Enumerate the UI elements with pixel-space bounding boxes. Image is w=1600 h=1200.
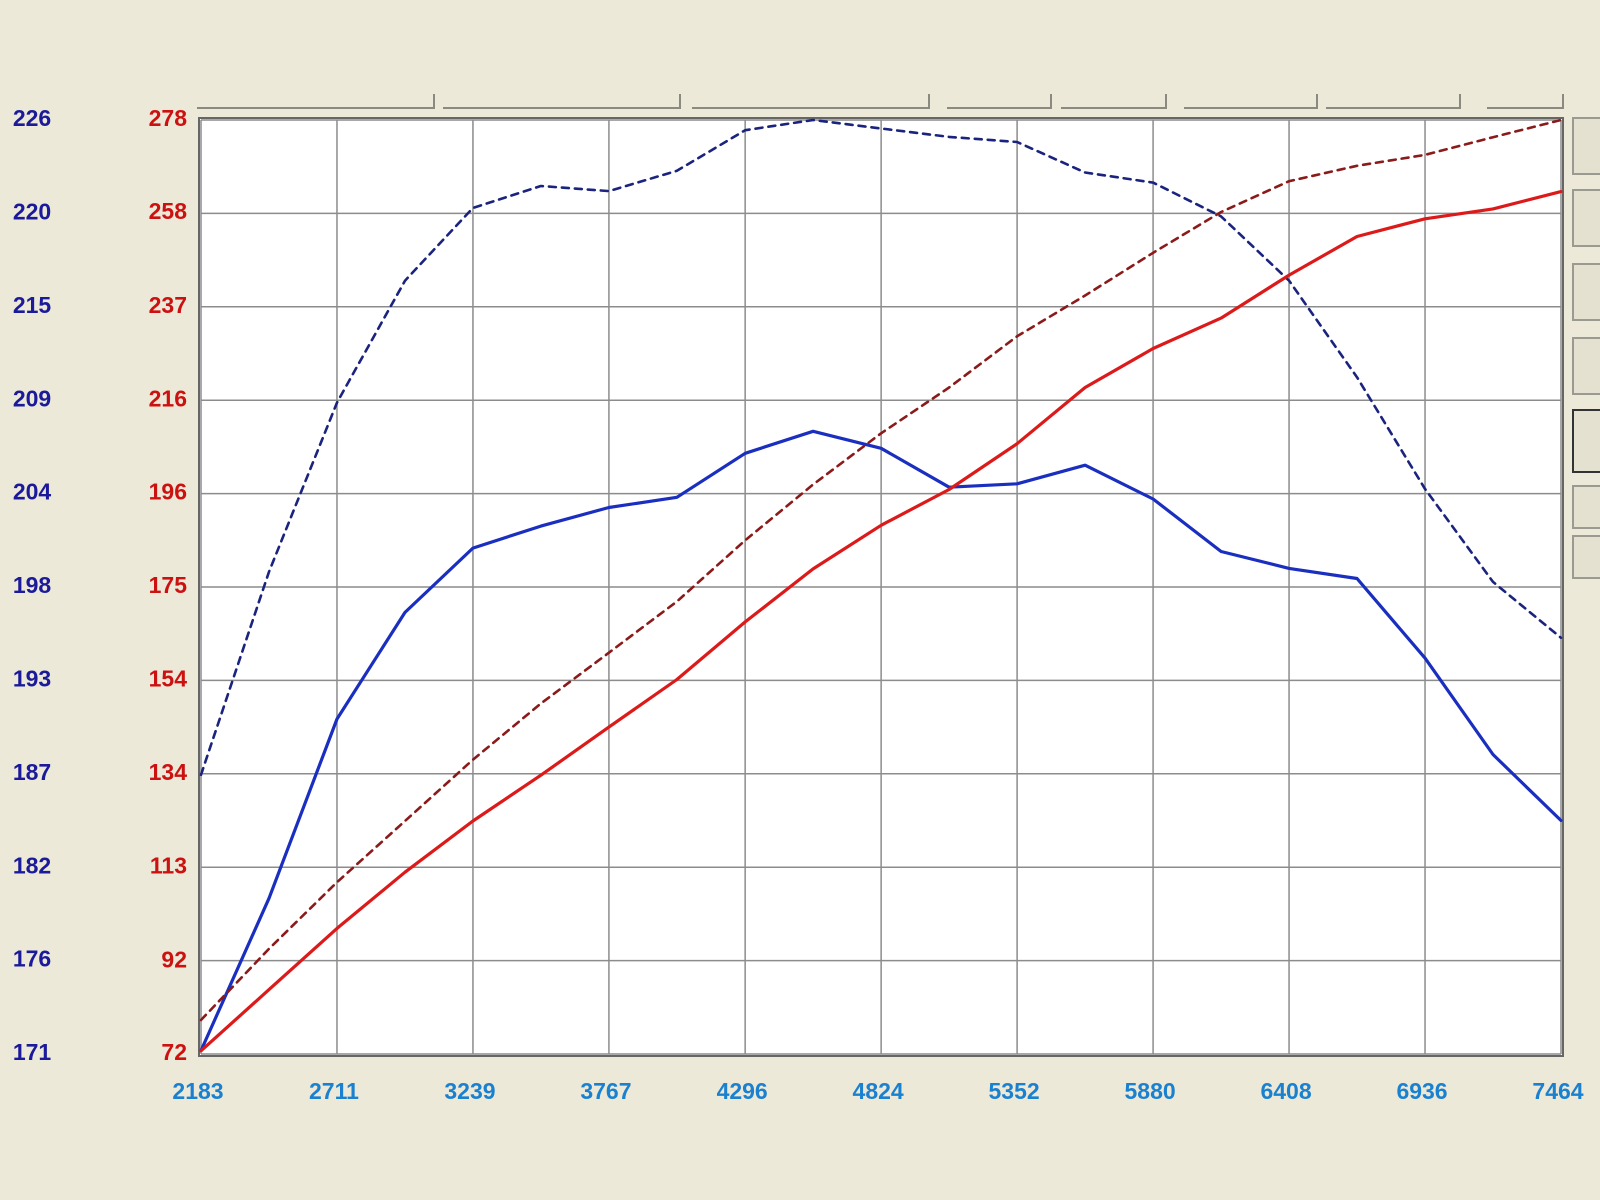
x-tick-label: 5352 xyxy=(989,1078,1040,1104)
side-button[interactable] xyxy=(1572,409,1600,473)
side-button[interactable] xyxy=(1572,337,1600,395)
x-tick-label: 5880 xyxy=(1124,1078,1175,1104)
side-panel xyxy=(1572,117,1600,579)
x-tick-label: 4296 xyxy=(717,1078,768,1104)
y-tick-label: 187 xyxy=(13,759,51,785)
x-tick-label: 2711 xyxy=(309,1078,359,1104)
series-line xyxy=(199,118,1563,777)
x-tick-label: 3239 xyxy=(444,1078,495,1104)
ruler-segment xyxy=(197,94,435,109)
grid xyxy=(200,119,1562,1055)
y-tick-label: 193 xyxy=(13,665,51,691)
y-tick-label: 215 xyxy=(13,292,52,318)
y2-tick-label: 113 xyxy=(150,852,187,878)
y2-tick-label: 216 xyxy=(149,385,187,411)
ruler xyxy=(197,94,1564,109)
series-line xyxy=(199,118,1563,1022)
side-field[interactable] xyxy=(1572,535,1600,579)
y-tick-label: 198 xyxy=(13,572,52,598)
y-tick-label: 182 xyxy=(13,852,51,878)
lines xyxy=(199,118,1563,1053)
y2-tick-label: 278 xyxy=(149,105,188,131)
series-line xyxy=(199,190,1563,1053)
side-button[interactable] xyxy=(1572,189,1600,247)
x-tick-label: 6936 xyxy=(1396,1078,1447,1104)
side-button[interactable] xyxy=(1572,117,1600,175)
ruler-segment xyxy=(1487,94,1564,109)
x-tick-label: 6408 xyxy=(1260,1078,1311,1104)
side-field[interactable] xyxy=(1572,485,1600,529)
x-tick-label: 2183 xyxy=(172,1078,223,1104)
labels: 2183 2711 3239 3767 4296 4824 5352 5880 6408 6936… xyxy=(13,105,1584,1104)
y2-tick-label: 175 xyxy=(149,572,188,598)
y2-tick-label: 196 xyxy=(149,479,187,505)
y2-tick-label: 134 xyxy=(149,759,188,785)
x-tick-label: 3767 xyxy=(580,1078,631,1104)
y-tick-label: 171 xyxy=(13,1039,52,1065)
y2-tick-label: 154 xyxy=(149,665,188,691)
y2-tick-label: 258 xyxy=(149,198,188,224)
y-tick-label: 226 xyxy=(13,105,51,131)
y2-tick-label: 72 xyxy=(161,1039,187,1065)
y-tick-label: 209 xyxy=(13,385,51,411)
y-tick-label: 220 xyxy=(13,198,51,224)
ruler-segment xyxy=(443,94,681,109)
ruler-segment xyxy=(1184,94,1318,109)
x-tick-label: 4824 xyxy=(853,1078,904,1104)
ruler-segment xyxy=(1326,94,1461,109)
y-tick-label: 176 xyxy=(13,946,51,972)
x-tick-label: 7464 xyxy=(1532,1078,1583,1104)
series-line xyxy=(199,429,1563,1053)
y-tick-label: 204 xyxy=(13,479,52,505)
side-button[interactable] xyxy=(1572,263,1600,321)
y2-tick-label: 237 xyxy=(149,292,187,318)
ruler-segment xyxy=(947,94,1052,109)
ruler-segment xyxy=(1061,94,1167,109)
y2-tick-label: 92 xyxy=(161,947,187,973)
ruler-segment xyxy=(692,94,930,109)
